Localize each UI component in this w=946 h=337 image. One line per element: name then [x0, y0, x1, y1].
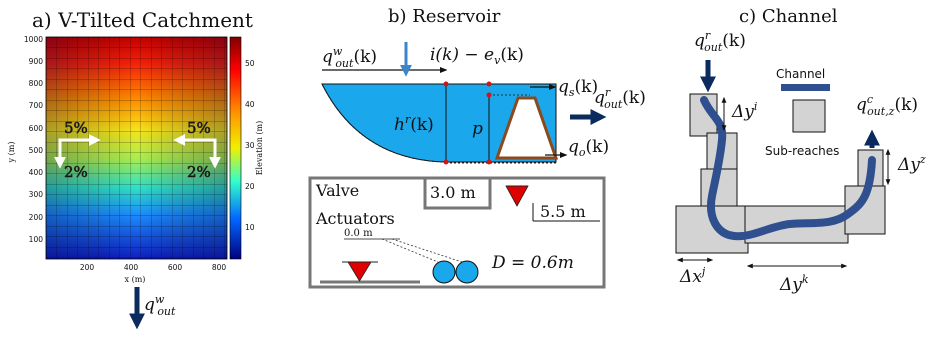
y-axis: 1000 900 800 700 600 500 400 300 200 100… [7, 35, 43, 244]
slope-label-x: 5% [64, 119, 88, 137]
legend-channel-swatch [781, 84, 830, 91]
dim-dy-i-label: Δyi [731, 100, 757, 122]
orifice-label: qo(k) [568, 137, 609, 159]
y-tick-label: 500 [29, 146, 44, 155]
colorbar-tick: 10 [245, 223, 255, 232]
x-tick-label: 400 [124, 263, 139, 272]
x-tick-label: 600 [168, 263, 183, 272]
y-tick-label: 300 [29, 190, 44, 199]
colorbar-label: Elevation (m) [255, 121, 264, 176]
dim-dy-z-label: Δyz [897, 153, 926, 175]
y-tick-label: 400 [29, 168, 44, 177]
reservoir-outflow-label: qr out(k) [594, 86, 646, 111]
dim-dy-k-label: Δyk [779, 273, 809, 295]
dim-dx-j-label: Δxj [679, 265, 706, 287]
y-axis-label: y (m) [7, 142, 16, 164]
valve-title-line1: Valve [315, 181, 359, 200]
inflow-label: qw out(k) [322, 45, 377, 70]
legend-subreaches-label: Sub-reaches [765, 144, 839, 158]
y-tick-label: 700 [29, 101, 44, 110]
panel-b: b) Reservoir qw out(k) i(k) − ev(k) hr(k)… [308, 6, 646, 289]
panel-a: a) V-Tilted Catchment 1000 900 800 700 6… [7, 8, 264, 330]
valve-title-line2: Actuators [315, 209, 395, 228]
slope-label-y: 2% [187, 163, 211, 181]
diameter-label: D = 0.6m [491, 253, 574, 273]
y-tick-label: 900 [29, 57, 44, 66]
spill-label: qs(k) [558, 77, 598, 99]
colorbar-tick: 20 [245, 182, 255, 191]
valve-marker-bottom [347, 261, 372, 282]
x-axis-label: x (m) [125, 275, 146, 284]
dim-zero-label: 0.0 m [344, 228, 373, 239]
weir-trapezoid [494, 96, 559, 160]
dim-top-label: 3.0 m [430, 183, 476, 202]
legend-subreach-box [792, 99, 826, 133]
dim-right-label: 5.5 m [540, 202, 586, 221]
rain-label: i(k) − ev(k) [430, 45, 524, 67]
channel-outflow-label: qc out,z(k) [856, 93, 918, 118]
panel-a-title: a) V-Tilted Catchment [32, 8, 253, 32]
y-tick-label: 800 [29, 79, 44, 88]
colorbar: 50 40 30 20 10 Elevation (m) [229, 36, 264, 260]
slope-label-y: 2% [64, 163, 88, 181]
x-tick-label: 800 [212, 263, 227, 272]
colorbar-tick: 40 [245, 100, 255, 109]
y-tick-label: 600 [29, 124, 44, 133]
depth-label: hr(k) [394, 113, 434, 135]
outflow-label: qw out [144, 293, 176, 318]
reservoir-inflow: qw out(k) [322, 45, 448, 74]
catchment-outflow: qw out [128, 287, 176, 330]
x-tick-label: 200 [80, 263, 95, 272]
channel-path [700, 96, 876, 241]
legend-channel-label: Channel [776, 67, 825, 81]
y-tick-label: 1000 [24, 35, 43, 44]
slope-arrows-right: 5% 2% [173, 119, 221, 181]
slope-label-x: 5% [187, 119, 211, 137]
pipe-circle [455, 260, 479, 284]
y-tick-label: 100 [29, 235, 44, 244]
colorbar-tick: 30 [245, 141, 255, 150]
slope-arrows-left: 5% 2% [54, 119, 101, 181]
y-tick-label: 200 [29, 213, 44, 222]
elevation-map [45, 36, 228, 260]
x-axis: 200 400 600 800 x (m) [80, 263, 227, 284]
valve-marker-top [505, 185, 529, 207]
panel-c: c) Channel qr out(k) Channel Sub-reaches … [675, 6, 926, 295]
valve-box: Valve Actuators 3.0 m 5.5 m 0.0 m D = 0.… [308, 176, 606, 289]
p-label: p [472, 119, 483, 139]
panel-c-title: c) Channel [739, 6, 838, 27]
colorbar-tick: 50 [245, 59, 255, 68]
pipe-circle [432, 260, 456, 284]
channel-inflow-label: qr out(k) [694, 29, 746, 54]
panel-b-title: b) Reservoir [388, 6, 501, 27]
